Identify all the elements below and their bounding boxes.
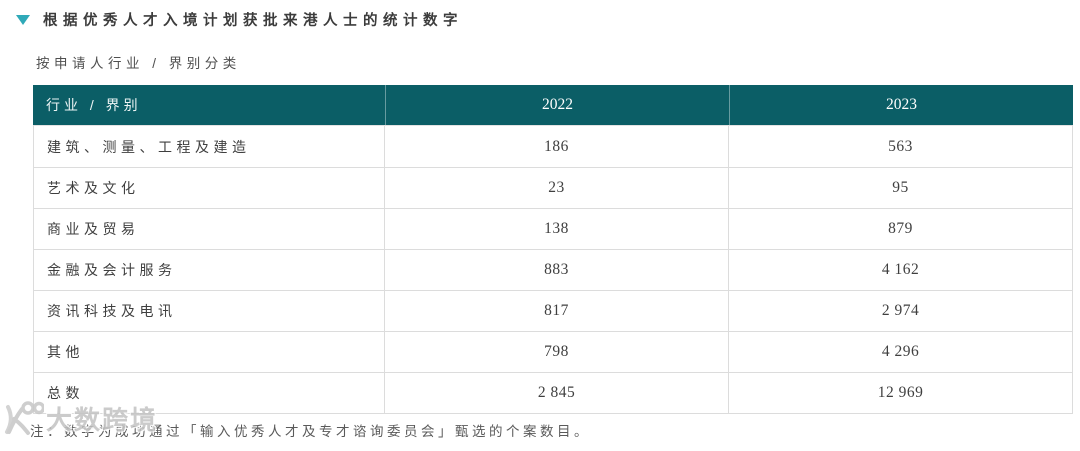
value-2022: 186 <box>385 126 729 167</box>
footnote: 注：数字为成功通过「输入优秀人才及专才谘询委员会」甄选的个案数目。 <box>30 424 591 439</box>
table-row: 艺术及文化 23 95 <box>34 167 1072 208</box>
value-2022: 798 <box>385 332 729 372</box>
value-2022: 2 845 <box>385 373 729 413</box>
column-header-industry: 行业 / 界别 <box>46 97 142 113</box>
collapse-triangle-icon[interactable] <box>16 15 30 25</box>
value-2023: 4 162 <box>881 261 920 278</box>
section-header: 根据优秀人才入境计划获批来港人士的统计数字 <box>16 9 463 30</box>
value-2022: 817 <box>385 291 729 331</box>
row-label: 资讯科技及电讯 <box>34 291 385 331</box>
value-2022: 883 <box>385 250 729 290</box>
value-2023: 879 <box>888 220 913 237</box>
section-subtitle: 按申请人行业 / 界别分类 <box>36 56 241 71</box>
table-row: 其他 798 4 296 <box>34 331 1072 372</box>
table-row: 商业及贸易 138 879 <box>34 208 1072 249</box>
table-row: 资讯科技及电讯 817 2 974 <box>34 290 1072 331</box>
value-2023: 12 969 <box>877 384 924 401</box>
section-title: 根据优秀人才入境计划获批来港人士的统计数字 <box>43 13 463 29</box>
statistics-table: 行业 / 界别 2022 2023 建筑、测量、工程及建造 186 563 艺术… <box>33 85 1073 414</box>
value-2022: 23 <box>385 168 729 208</box>
row-label: 建筑、测量、工程及建造 <box>34 126 385 167</box>
column-header-2022: 2022 <box>385 85 729 125</box>
value-2023: 95 <box>892 179 909 196</box>
row-label: 金融及会计服务 <box>34 250 385 290</box>
value-2023: 2 974 <box>881 302 920 319</box>
row-label: 商业及贸易 <box>34 209 385 249</box>
table-row: 金融及会计服务 883 4 162 <box>34 249 1072 290</box>
table-row-total: 总数 2 845 12 969 <box>34 372 1072 413</box>
value-2022: 138 <box>385 209 729 249</box>
table-row: 建筑、测量、工程及建造 186 563 <box>34 126 1072 167</box>
table-header-row: 行业 / 界别 2022 2023 <box>33 85 1073 125</box>
row-label: 艺术及文化 <box>34 168 385 208</box>
table-body: 建筑、测量、工程及建造 186 563 艺术及文化 23 95 商业及贸易 13… <box>34 125 1072 413</box>
row-label: 总数 <box>34 373 385 413</box>
row-label: 其他 <box>34 332 385 372</box>
value-2023: 563 <box>888 137 913 155</box>
column-header-2023: 2023 <box>729 85 1073 125</box>
value-2023: 4 296 <box>881 343 920 360</box>
